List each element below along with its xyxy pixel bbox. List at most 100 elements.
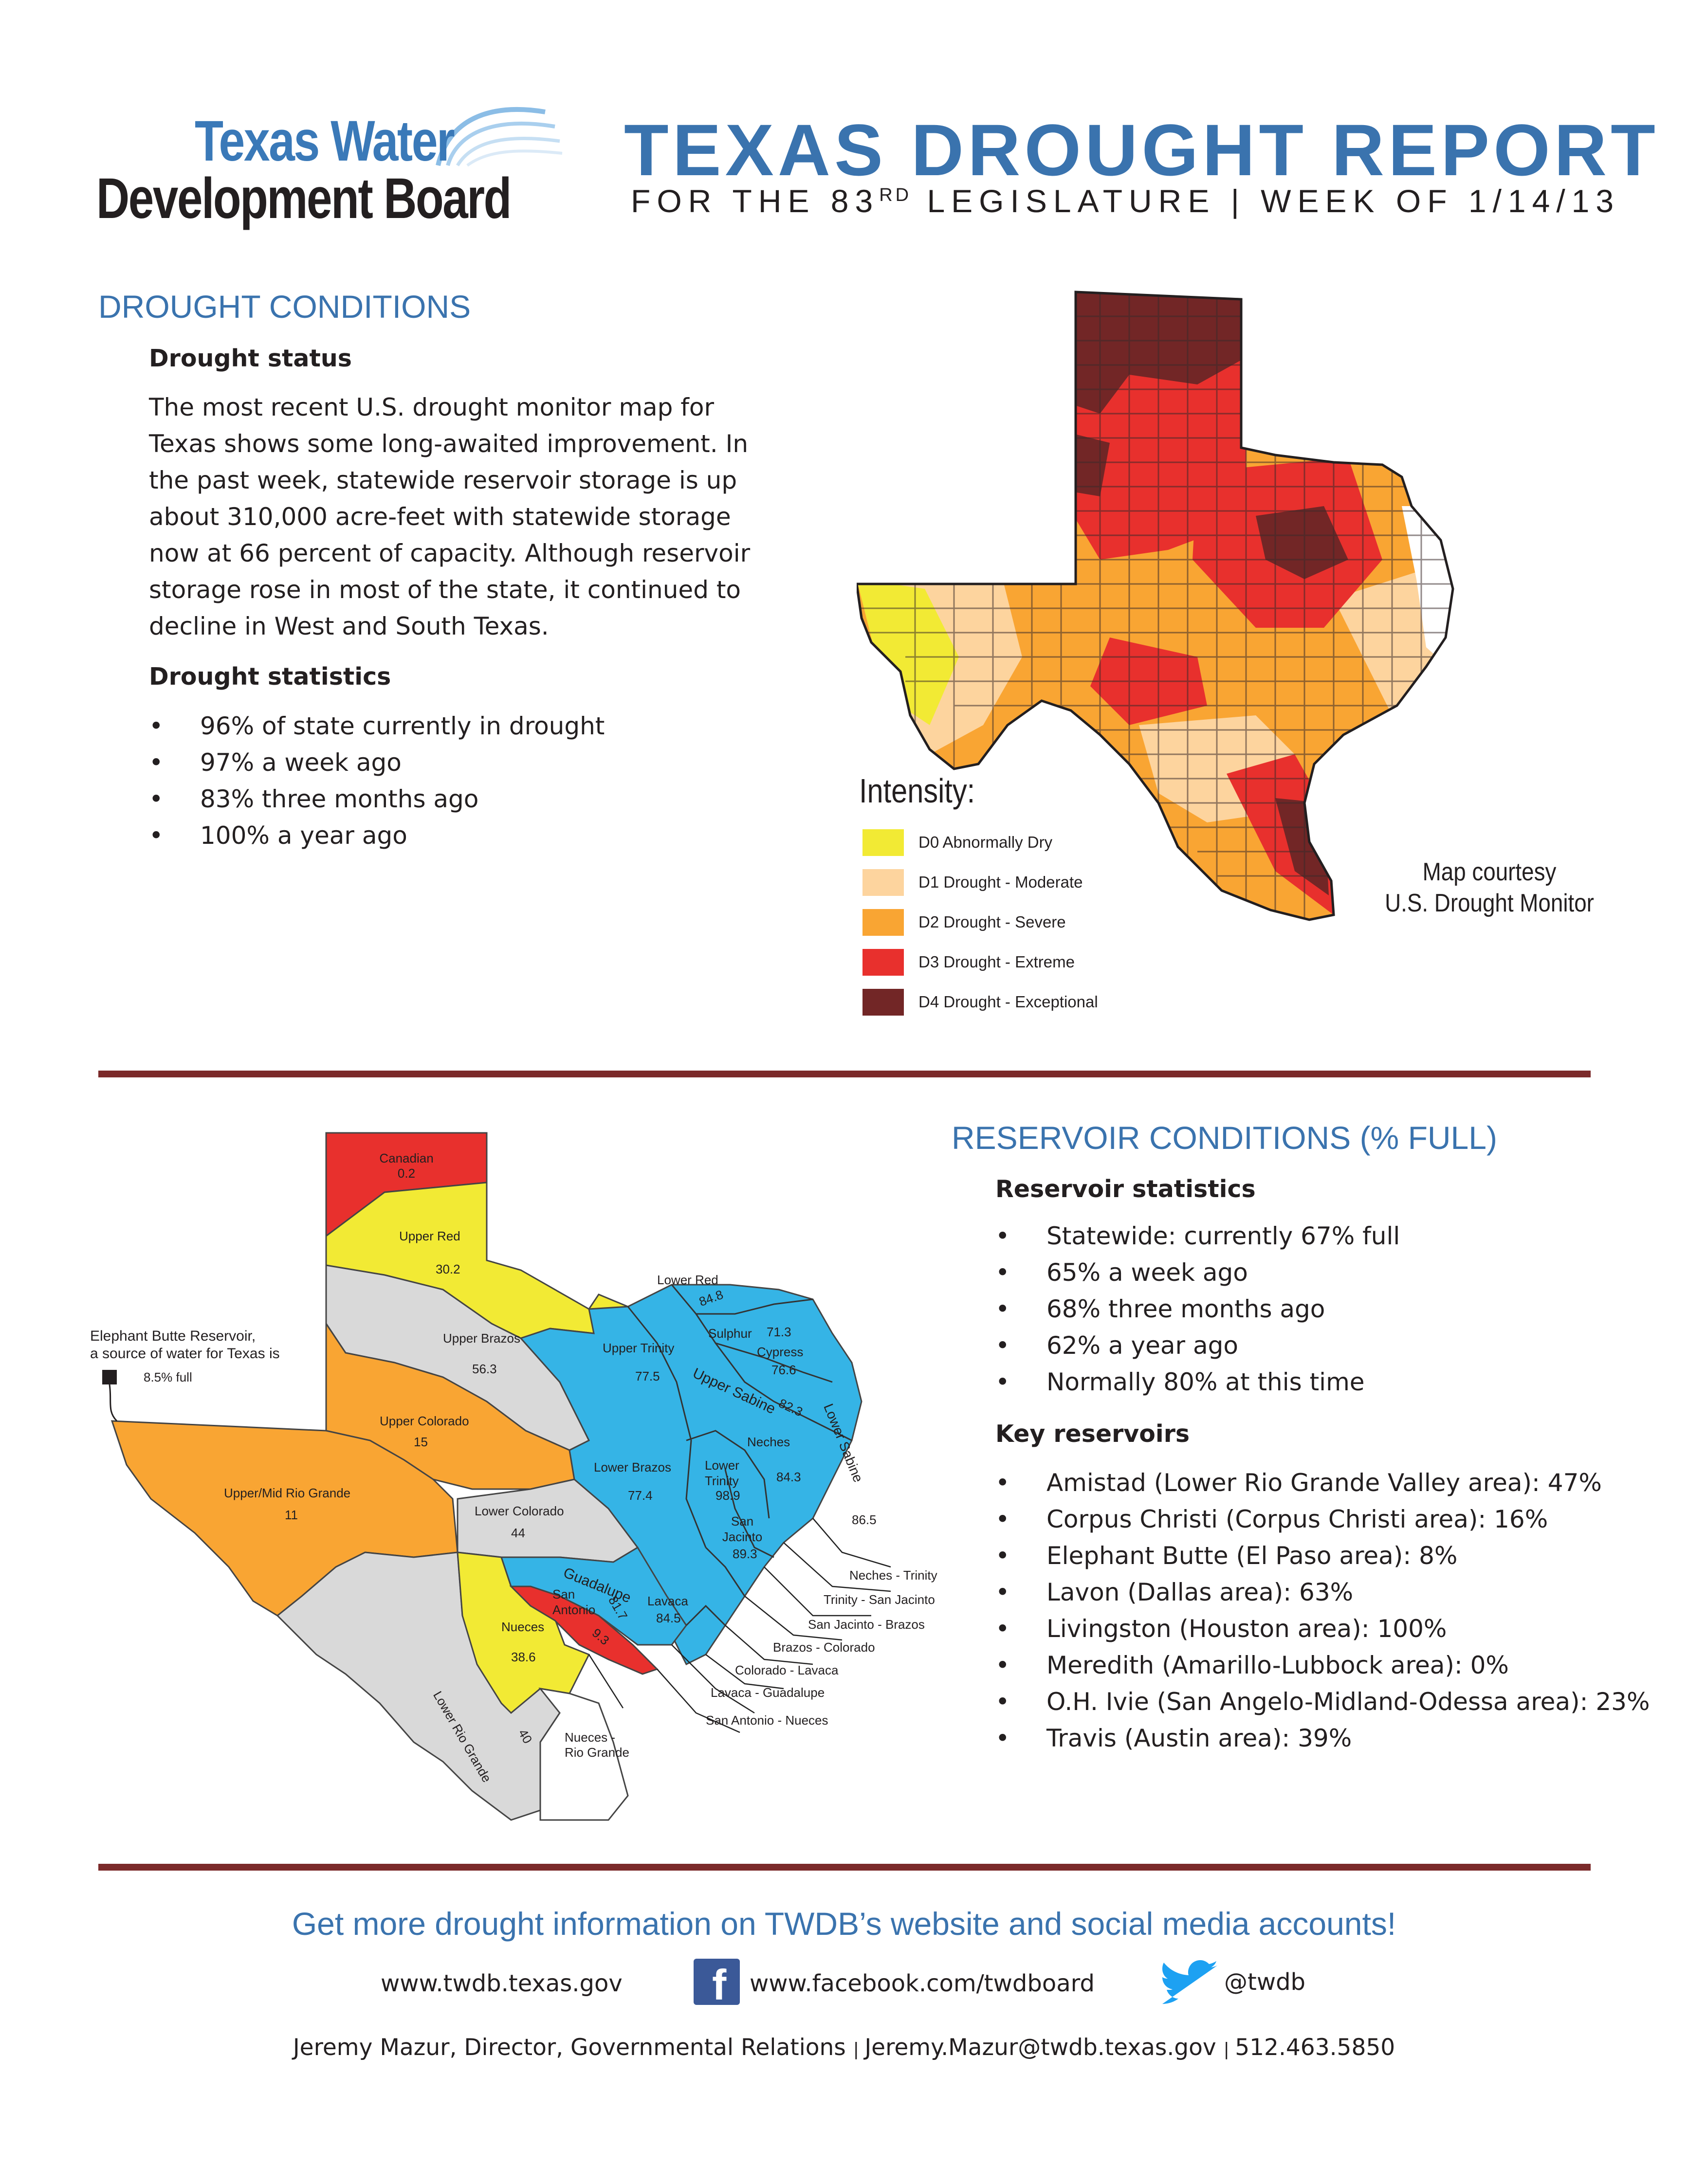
logo-line2: Development Board	[96, 166, 512, 231]
list-item: Amistad (Lower Rio Grande Valley area): …	[995, 1465, 1667, 1501]
legend-swatch-d4	[862, 988, 904, 1016]
courtesy-line2: U.S. Drought Monitor	[1385, 889, 1594, 917]
list-item: 83% three months ago	[149, 781, 757, 818]
drought-status-text: The most recent U.S. drought monitor map…	[149, 393, 751, 640]
drought-legend: D0 Abnormally Dry D1 Drought - Moderate …	[862, 822, 1098, 1022]
basin-value-neches: 84.3	[776, 1470, 801, 1484]
drought-heading: DROUGHT CONDITIONS	[98, 289, 471, 325]
reservoir-stats-heading: Reservoir statistics	[995, 1175, 1256, 1203]
contact-line: Jeremy Mazur, Director, Governmental Rel…	[0, 2034, 1688, 2061]
basin-value-upper-trinity: 77.5	[635, 1369, 660, 1383]
contact-phone: 512.463.5850	[1235, 2034, 1395, 2061]
basin-label-sulphur: Sulphur	[708, 1326, 752, 1341]
report-title: TEXAS DROUGHT REPORT	[624, 109, 1659, 191]
contact-email[interactable]: Jeremy.Mazur@twdb.texas.gov	[864, 2034, 1216, 2061]
facebook-icon[interactable]: f	[694, 1959, 740, 2006]
basin-label-lavaca: Lavaca	[647, 1594, 688, 1608]
legend-item: D1 Drought - Moderate	[862, 862, 1098, 902]
courtesy-line1: Map courtesy	[1422, 858, 1557, 886]
basin-label-lower-sabine: Lower Sabine	[821, 1401, 866, 1485]
drought-stats-heading: Drought statistics	[149, 663, 391, 691]
basin-label-lower-rio-grande: Lower Rio Grande	[430, 1689, 495, 1785]
list-item: 62% a year ago	[995, 1328, 1667, 1364]
basin-value-lavaca: 84.5	[656, 1611, 681, 1625]
coastal-label: Colorado - Lavaca	[735, 1663, 839, 1677]
reservoir-stats-list: Statewide: currently 67% full 65% a week…	[995, 1218, 1667, 1401]
list-item: Meredith (Amarillo-Lubbock area): 0%	[995, 1647, 1667, 1684]
footer-cta: Get more drought information on TWDB’s w…	[292, 1906, 1396, 1942]
basin-label-lower-colorado: Lower Colorado	[475, 1504, 564, 1518]
elephant-butte-value: 8.5% full	[144, 1370, 192, 1384]
basin-label-lower-trinity: Lower Trinity	[705, 1458, 739, 1488]
water-wave-icon	[436, 107, 563, 167]
twitter-link[interactable]: @twdb	[1224, 1968, 1306, 1996]
list-item: Statewide: currently 67% full	[995, 1218, 1667, 1255]
basin-label-lower-red: Lower Red	[657, 1273, 718, 1287]
legend-swatch-d0	[862, 829, 904, 856]
basin-value-lower-colorado: 44	[511, 1526, 525, 1540]
drought-map	[857, 291, 1454, 921]
separator: |	[853, 2039, 865, 2059]
basin-label-san-antonio: San Antonio	[552, 1587, 596, 1617]
reservoir-heading: RESERVOIR CONDITIONS (% FULL)	[952, 1120, 1497, 1156]
list-item: 96% of state currently in drought	[149, 708, 757, 745]
basin-value-lower-red: 84.8	[697, 1287, 725, 1310]
legend-label: D4 Drought - Exceptional	[918, 993, 1098, 1011]
section-divider	[98, 1071, 1591, 1077]
basin-value-san-antonio: 9.3	[589, 1625, 612, 1648]
nueces-rio-grande-label: Nueces - Rio Grande	[565, 1730, 629, 1760]
coastal-label: San Antonio - Nueces	[706, 1713, 828, 1728]
facebook-link[interactable]: www.facebook.com/twdboard	[750, 1970, 1095, 1997]
basin-label-upper-mid-rio-grande: Upper/Mid Rio Grande	[224, 1486, 351, 1500]
section-divider	[98, 1864, 1591, 1871]
list-item: 100% a year ago	[149, 818, 757, 854]
basin-label-upper-sabine: Upper Sabine	[690, 1365, 778, 1418]
coastal-label: Brazos - Colorado	[773, 1640, 875, 1655]
basin-value-lower-rio-grande: 40	[515, 1727, 535, 1747]
basin-value-nueces: 38.6	[511, 1650, 536, 1664]
map-courtesy: Map courtesy U.S. Drought Monitor	[1378, 856, 1601, 919]
list-item: Corpus Christi (Corpus Christi area): 16…	[995, 1501, 1667, 1538]
basin-label-upper-red: Upper Red	[399, 1229, 460, 1243]
subtitle-post: LEGISLATURE | WEEK OF 1/14/13	[912, 183, 1620, 219]
coastal-label: Lavaca - Guadalupe	[711, 1685, 825, 1700]
basin-label-cypress: Cypress	[757, 1345, 804, 1359]
basin-value-lower-trinity: 98.9	[716, 1488, 740, 1503]
report-subtitle: FOR THE 83RD LEGISLATURE | WEEK OF 1/14/…	[631, 182, 1620, 219]
legend-item: D0 Abnormally Dry	[862, 822, 1098, 862]
basin-value-upper-mid-rio-grande: 11	[285, 1508, 298, 1522]
legend-label: D1 Drought - Moderate	[918, 873, 1083, 891]
basin-value-lower-sabine: 86.5	[852, 1512, 877, 1527]
legend-item: D2 Drought - Severe	[862, 902, 1098, 942]
legend-label: D3 Drought - Extreme	[918, 953, 1075, 971]
basin-value-cypress: 76.6	[771, 1363, 796, 1377]
contact-name: Jeremy Mazur, Director, Governmental Rel…	[293, 2034, 846, 2061]
website-link[interactable]: www.twdb.texas.gov	[381, 1970, 623, 1997]
list-item: Lavon (Dallas area): 63%	[995, 1574, 1667, 1611]
coastal-label: San Jacinto - Brazos	[808, 1617, 925, 1632]
drought-stats-list: 96% of state currently in drought 97% a …	[149, 708, 757, 854]
coastal-label: Neches - Trinity	[849, 1568, 937, 1583]
basin-labels: Canadian 0.2 Upper Red 30.2 Upper Brazos …	[73, 1129, 983, 1830]
twitter-icon[interactable]	[1160, 1959, 1217, 2005]
list-item: Normally 80% at this time	[995, 1364, 1667, 1401]
basin-label-san-jacinto: San Jacinto	[722, 1514, 763, 1544]
basin-value-lower-brazos: 77.4	[628, 1488, 653, 1503]
legend-title: Intensity:	[859, 772, 975, 810]
logo	[92, 92, 563, 238]
basin-label-upper-brazos: Upper Brazos	[443, 1331, 520, 1346]
basin-value-upper-red: 30.2	[436, 1262, 460, 1276]
list-item: Travis (Austin area): 39%	[995, 1720, 1667, 1757]
coastal-label: Trinity - San Jacinto	[824, 1592, 935, 1607]
logo-line1: Texas Water	[195, 109, 455, 173]
key-reservoirs-heading: Key reservoirs	[995, 1420, 1190, 1448]
elephant-butte-label: Elephant Butte Reservoir, a source of wat…	[90, 1328, 280, 1362]
list-item: O.H. Ivie (San Angelo-Midland-Odessa are…	[995, 1684, 1667, 1720]
basin-value-upper-brazos: 56.3	[472, 1362, 497, 1376]
subtitle-pre: FOR THE 83	[631, 183, 880, 219]
basin-value-san-jacinto: 89.3	[733, 1547, 757, 1561]
list-item: 68% three months ago	[995, 1291, 1667, 1328]
list-item: Elephant Butte (El Paso area): 8%	[995, 1538, 1667, 1574]
basin-value-upper-colorado: 15	[414, 1435, 428, 1449]
legend-item: D4 Drought - Exceptional	[862, 982, 1098, 1022]
